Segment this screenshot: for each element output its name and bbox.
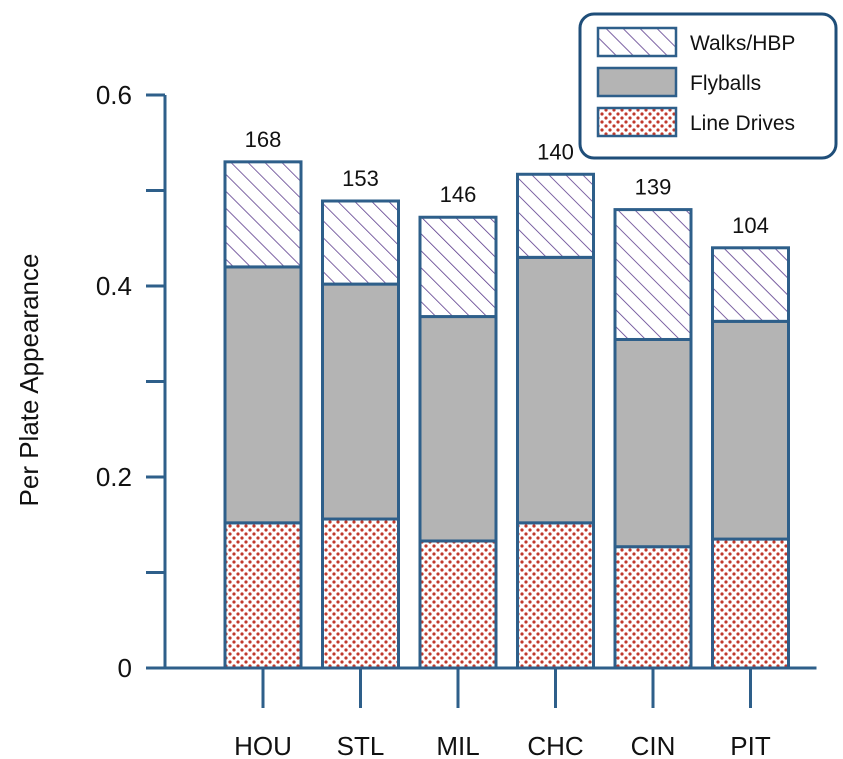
bar-total-label: 104 [732, 213, 769, 238]
x-tick-label: MIL [436, 731, 479, 759]
bar-line-drives-mil [418, 539, 498, 670]
x-tick-label: CIN [631, 731, 676, 759]
bar-flyballs-stl [321, 282, 400, 521]
bar-walks-hbp-stl [321, 199, 400, 286]
bar-total-label: 146 [440, 182, 477, 207]
x-axis: HOU STL MIL CHC CIN PIT [165, 666, 817, 759]
bar-total-label: 153 [342, 166, 379, 191]
x-tick-label: HOU [234, 731, 292, 759]
x-tick-label: PIT [730, 731, 771, 759]
legend-swatch-flyballs [596, 66, 678, 98]
bar-flyballs-pit [711, 319, 790, 541]
bar-line-drives-pit [711, 537, 790, 670]
plot-area: 168 153 146 140 139 104 [223, 127, 790, 670]
legend-label-flyballs: Flyballs [690, 72, 761, 95]
bar-total-label: 139 [635, 175, 672, 200]
bar-flyballs-mil [418, 315, 498, 543]
bar-walks-hbp-hou [223, 160, 303, 269]
bar-flyballs-cin [613, 337, 693, 549]
legend-label-line-drives: Line Drives [690, 112, 795, 135]
bar-line-drives-cin [613, 545, 693, 670]
bar-flyballs-hou [223, 265, 303, 525]
bar-line-drives-stl [321, 517, 400, 670]
y-tick-label: 0 [118, 653, 132, 683]
legend-swatch-walks-hbp [596, 26, 678, 58]
bar-line-drives-chc [516, 521, 595, 670]
bar-flyballs-chc [516, 255, 595, 525]
y-axis: 0 0.2 0.4 0.6 [96, 80, 167, 683]
y-tick-label: 0.4 [96, 271, 132, 301]
legend-swatch-line-drives [596, 106, 678, 138]
bar-walks-hbp-pit [711, 246, 790, 323]
bar-line-drives-hou [223, 521, 303, 670]
legend-label-walks-hbp: Walks/HBP [690, 32, 795, 55]
x-tick-label: STL [337, 731, 385, 759]
bar-total-label: 168 [245, 127, 282, 152]
y-axis-title: Per Plate Appearance [14, 254, 44, 507]
y-tick-label: 0.6 [96, 80, 132, 110]
bar-walks-hbp-mil [418, 215, 498, 319]
bar-total-label: 140 [537, 139, 574, 164]
bar-walks-hbp-chc [516, 172, 595, 259]
legend: Walks/HBP Flyballs Line Drives [578, 12, 838, 160]
x-tick-label: CHC [527, 731, 583, 759]
y-tick-label: 0.2 [96, 462, 132, 492]
bar-walks-hbp-cin [613, 208, 693, 341]
